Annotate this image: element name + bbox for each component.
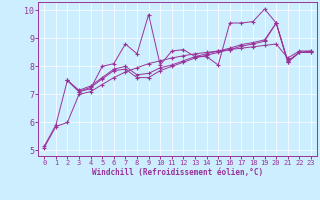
X-axis label: Windchill (Refroidissement éolien,°C): Windchill (Refroidissement éolien,°C)	[92, 168, 263, 177]
